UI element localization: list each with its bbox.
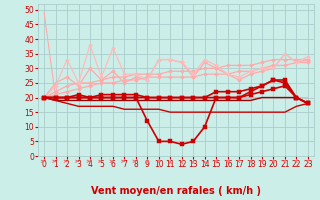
- X-axis label: Vent moyen/en rafales ( km/h ): Vent moyen/en rafales ( km/h ): [91, 186, 261, 196]
